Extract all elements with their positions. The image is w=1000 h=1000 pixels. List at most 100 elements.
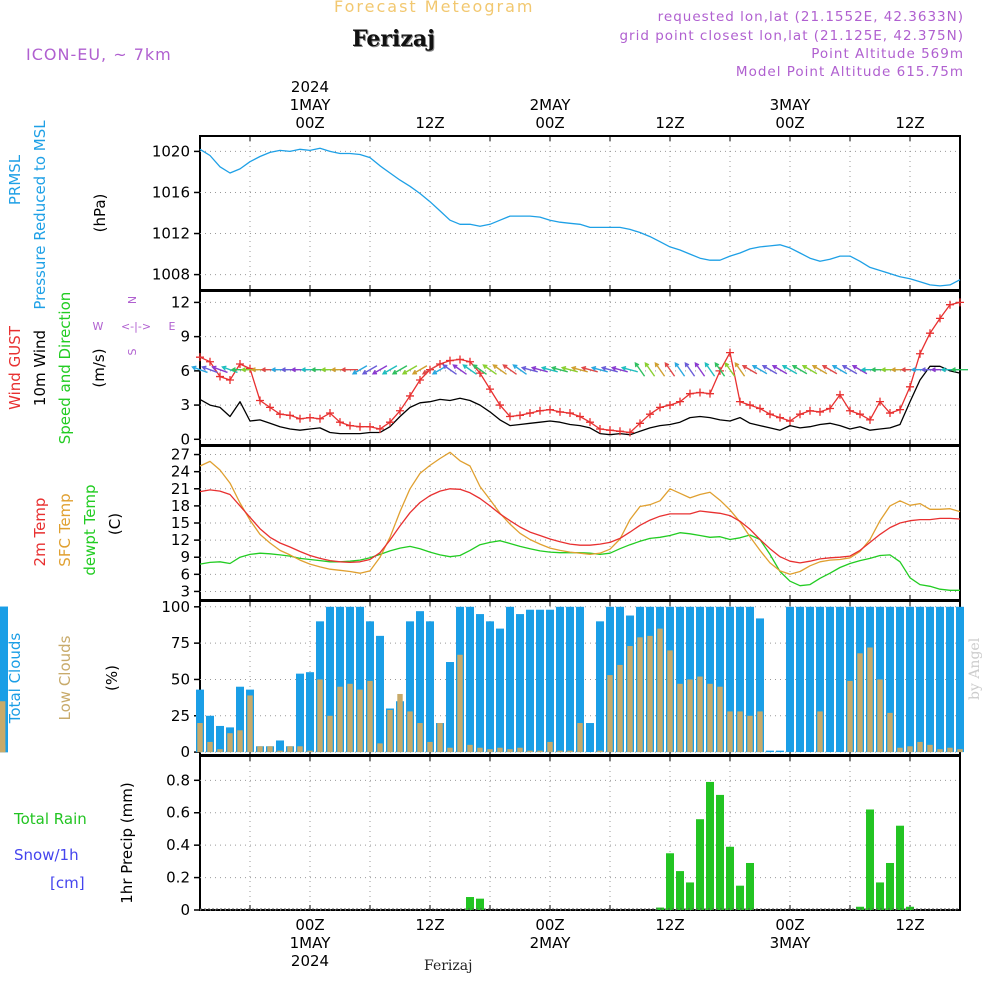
y-tick-label: 24 — [171, 463, 190, 481]
total-cloud-bar — [746, 606, 754, 753]
low-cloud-bar — [877, 679, 883, 753]
low-cloud-bar — [597, 750, 603, 753]
wind-direction-arrow — [502, 364, 517, 375]
pressure-label-2: Pressure Reduced to MSL — [31, 120, 49, 310]
rain-bar — [476, 898, 484, 910]
gust-marker — [576, 412, 584, 421]
gust-marker — [776, 413, 784, 422]
bottom-date-label: 3MAY — [770, 934, 812, 952]
gust-marker — [866, 415, 874, 424]
gust-marker — [376, 425, 384, 434]
total-cloud-bar — [446, 662, 454, 753]
location-title: Ferizaj — [352, 26, 436, 52]
wind-direction-arrow — [761, 364, 778, 375]
low-cloud-bar — [927, 744, 933, 753]
low-cloud-bar — [447, 747, 453, 753]
y-tick-label: 75 — [171, 634, 190, 652]
low-cloud-bar — [617, 664, 623, 753]
total-cloud-bar — [726, 606, 734, 753]
wind-direction-arrow — [351, 365, 368, 375]
wind-direction-arrow — [540, 366, 558, 373]
gust-marker — [936, 314, 944, 323]
model-altitude: Model Point Altitude 615.75m — [735, 64, 964, 80]
gust-marker — [506, 412, 514, 421]
low-cloud-bar — [217, 749, 223, 753]
low-cloud-bar — [677, 683, 683, 753]
wind-direction-arrow — [570, 366, 588, 373]
total-cloud-bar — [486, 621, 494, 753]
wind-direction-arrow — [620, 366, 638, 373]
low-cloud-bar — [237, 730, 243, 753]
low-cloud-bar — [627, 646, 633, 753]
bottom-time-label: 12Z — [415, 916, 444, 934]
y-tick-label: 0.2 — [166, 869, 190, 887]
gust-marker — [196, 353, 204, 362]
gust-marker — [896, 405, 904, 414]
wind-direction-arrow — [361, 365, 378, 375]
total-cloud-bar — [346, 606, 354, 753]
gust-marker — [346, 421, 354, 430]
y-tick-label: 3 — [180, 396, 190, 414]
y-tick-label: 25 — [171, 707, 190, 725]
gust-marker — [356, 422, 364, 431]
low-cloud-bar — [517, 747, 523, 753]
compass-s: S — [126, 348, 139, 355]
low-cloud-bar — [707, 683, 713, 753]
rain-bar — [666, 853, 674, 910]
top-date-label: 3MAY — [770, 96, 812, 114]
gust-marker — [266, 403, 274, 412]
low-cloud-bar — [287, 746, 293, 753]
rain-bar — [466, 897, 474, 910]
low-cloud-bar — [327, 715, 333, 753]
gust-marker — [726, 348, 734, 357]
gust-marker — [826, 404, 834, 413]
gust-marker — [676, 397, 684, 406]
low-cloud-bar — [347, 683, 353, 753]
wind-direction-arrow — [340, 367, 358, 373]
total-cloud-bar — [0, 606, 8, 753]
bottom-time-label: 12Z — [895, 916, 924, 934]
wind-direction-arrow — [211, 365, 228, 374]
y-tick-label: 0.8 — [166, 771, 190, 789]
wind-direction-arrow — [821, 364, 838, 375]
low-cloud-bar — [377, 743, 383, 753]
total-cloud-bar — [886, 606, 894, 753]
low-cloud-bar — [557, 750, 563, 753]
gust-marker — [396, 406, 404, 415]
y-tick-label: 12 — [171, 293, 190, 311]
low-cloud-bar — [267, 746, 273, 753]
low-cloud-bar — [847, 680, 853, 753]
temp-2m-line — [199, 488, 961, 564]
low-cloud-bar — [757, 711, 763, 753]
total-cloud-bar — [426, 621, 434, 753]
wind-direction-arrow — [684, 361, 696, 377]
gust-marker — [596, 425, 604, 434]
gust-marker — [496, 401, 504, 410]
wind-direction-arrow — [734, 361, 746, 377]
wind-direction-arrow — [590, 366, 608, 373]
gust-marker — [696, 388, 704, 397]
compass-n: N — [126, 296, 139, 304]
rain-bar — [906, 906, 914, 910]
bottom-time-label: 00Z — [295, 916, 324, 934]
total-cloud-bar — [476, 614, 484, 753]
wind-direction-arrow — [634, 361, 646, 377]
wind-direction-arrow — [560, 366, 578, 373]
total-cloud-bar — [536, 609, 544, 753]
gust-marker — [636, 419, 644, 428]
gust-marker — [466, 357, 474, 366]
rain-bar — [746, 862, 754, 910]
low-cloud-bar — [577, 723, 583, 753]
total-cloud-bar — [736, 606, 744, 753]
low-cloud-bar — [687, 679, 693, 753]
low-cloud-bar — [227, 733, 233, 753]
rain-bar — [706, 781, 714, 910]
wind-direction-arrow — [492, 364, 507, 375]
compass-w: W — [93, 320, 104, 333]
panel-frame — [199, 135, 961, 291]
rain-bar — [856, 906, 864, 910]
gust-marker — [436, 360, 444, 369]
total-cloud-bar — [946, 606, 954, 753]
total-cloud-bar — [896, 606, 904, 753]
compass-e: E — [169, 320, 176, 333]
